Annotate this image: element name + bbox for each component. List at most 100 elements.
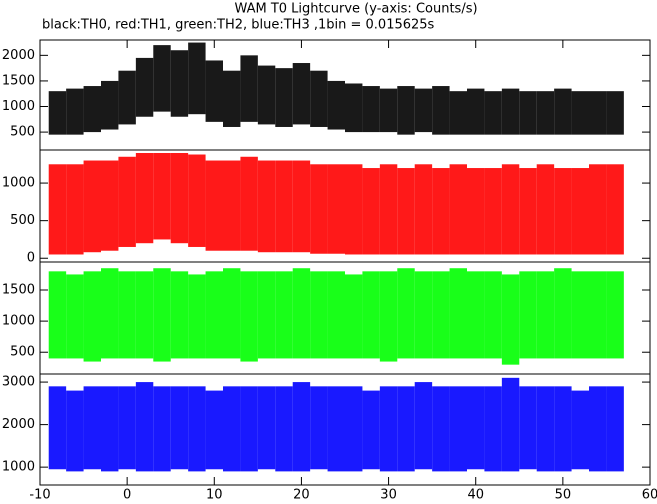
band-segment [170,50,189,117]
band-segment [606,271,624,359]
band-segment [310,164,328,254]
band-segment [327,271,345,359]
band-segment [589,271,607,359]
band-segment [118,70,136,125]
band-segment [83,86,101,133]
band-segment [257,65,276,125]
band-segment [484,271,502,359]
band-segment [345,164,363,255]
y-tick-label: 0 [27,251,35,266]
band-segment [501,274,520,365]
band-segment [554,268,572,359]
band-segment [345,83,363,133]
band-segment [571,390,589,470]
band-segment [275,68,293,127]
y-tick-label: 1500 [2,73,35,88]
band-segment [240,386,258,472]
band-segment [571,168,589,255]
band-segment [519,271,537,359]
band-segment [153,153,171,240]
band-segment [432,271,450,359]
band-segment [83,271,101,362]
band-segment [554,386,572,472]
x-tick-label: 20 [293,488,310,503]
band-segment [467,168,485,255]
band-segment [205,160,223,251]
y-tick-label: 2000 [2,417,35,432]
band-segment [484,91,502,135]
y-tick-label: 1000 [2,176,35,191]
band-segment [606,164,624,255]
band-segment [135,153,154,244]
band-segment [467,88,485,135]
band-segment [484,386,502,472]
band-segment [188,386,206,472]
band-segment [432,86,450,135]
band-segment [414,88,433,133]
x-tick-label: 30 [380,488,397,503]
band-segment [397,168,415,255]
band-segment [327,164,345,254]
band-segment [571,271,589,359]
band-segment [414,164,433,255]
band-segment [379,88,398,133]
x-tick-label: -10 [29,488,50,503]
band-segment [345,386,363,472]
band-segment [188,274,206,359]
x-tick-label: 50 [555,488,572,503]
band-segment [170,271,189,359]
y-tick-label: 3000 [2,375,35,390]
band-segment [135,57,154,117]
band-segment [467,386,485,470]
band-segment [589,91,607,135]
band-segment [362,390,380,470]
band-segment [48,271,67,359]
band-segment [379,271,398,362]
band-segment [467,271,485,359]
chart-title: WAM T0 Lightcurve (y-axis: Counts/s) [234,2,477,17]
band-segment [118,271,136,359]
band-segment [240,55,258,122]
band-segment [223,160,241,251]
band-segment [554,168,572,255]
y-tick-label: 2000 [2,48,35,63]
band-segment [589,164,607,255]
band-segment [501,164,520,255]
band-segment [362,86,380,133]
band-segment [484,168,502,255]
band-segment [432,168,450,255]
band-segment [240,156,258,251]
band-segment [135,271,154,359]
band-segment [501,88,520,135]
band-segment [414,382,433,470]
band-segment [153,386,171,472]
band-segment [153,45,171,112]
band-segment [205,390,223,470]
band-segment [101,268,119,359]
band-segment [327,386,345,472]
band-segment [135,382,154,472]
band-segment [519,168,537,255]
band-segment [310,386,328,470]
band-segment [571,91,589,135]
band-segment [449,91,467,135]
band-segment [275,271,293,359]
panel-frame [39,373,651,486]
band-segment [554,88,572,135]
band-segment [397,86,415,135]
band-segment [66,88,84,135]
band-segment [257,386,276,470]
band-segment [345,274,363,359]
band-segment [118,386,136,470]
band-segment [292,268,311,359]
band-segment [188,42,206,115]
band-segment [449,268,467,359]
band-segment [519,386,537,470]
band-segment [257,160,276,253]
band-segment [48,386,67,470]
band-segment [310,70,328,127]
band-segment [240,271,258,362]
band-segment [153,268,171,362]
